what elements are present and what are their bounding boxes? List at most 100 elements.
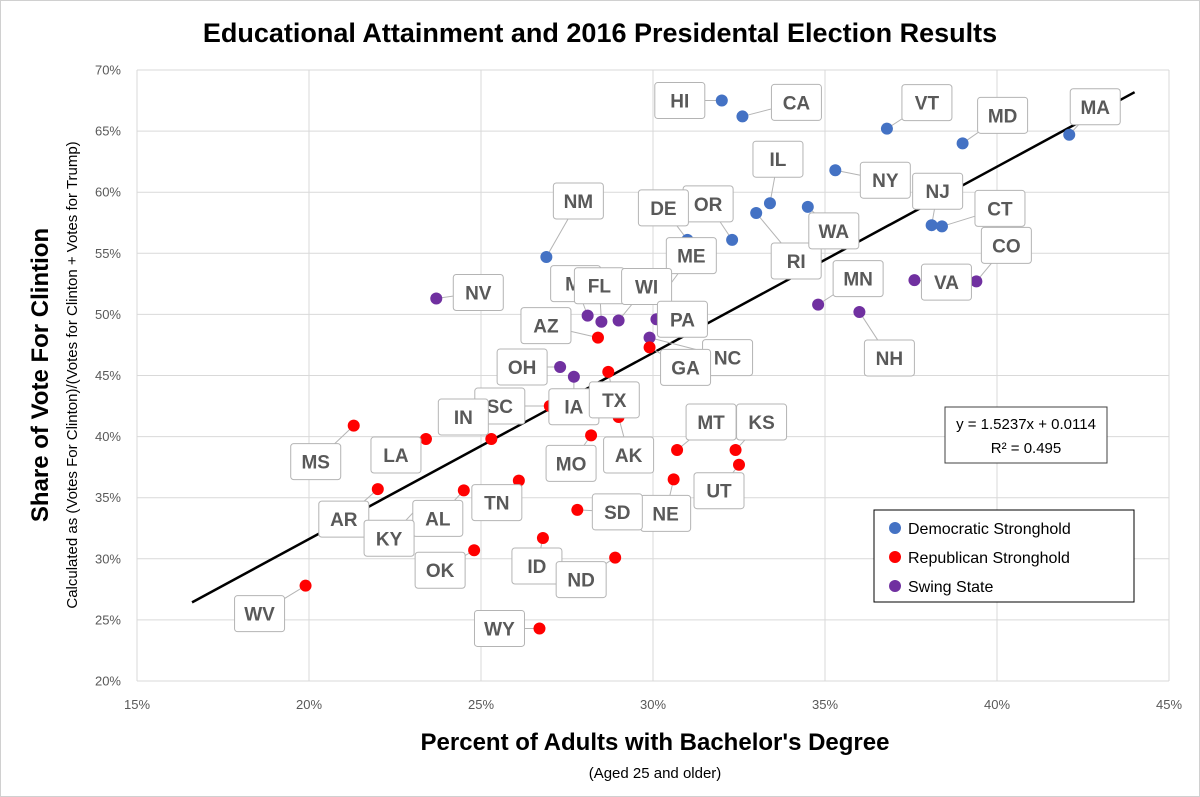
label-box-tx: [588, 381, 640, 419]
label-box-oh: [496, 348, 548, 386]
equation-box: [944, 406, 1108, 464]
label-box-md: [977, 96, 1029, 134]
label-box-ca: [770, 83, 822, 121]
data-labels: HI CA VT MD MA NY IL RI WA OR DE NJ CT NM ME CO VA MN NH NV…: [234, 82, 1121, 647]
label-box-me: [665, 237, 717, 275]
label-box-la: [370, 436, 422, 474]
label-box-co: [980, 226, 1032, 264]
point-fl: [595, 315, 608, 328]
x-tick-label: 20%: [296, 697, 322, 712]
label-ms: MS: [301, 453, 330, 474]
point-id: [536, 532, 549, 545]
point-wv: [299, 579, 312, 592]
point-hi: [715, 94, 728, 107]
point-ok: [468, 544, 481, 557]
label-ne: NE: [652, 504, 678, 525]
point-tx: [602, 365, 615, 378]
label-ks: KS: [748, 413, 774, 434]
label-box-wy: [473, 609, 525, 647]
label-box-ar: [318, 500, 370, 538]
label-fl: FL: [588, 277, 612, 298]
point-al: [457, 484, 470, 497]
label-ct: CT: [987, 199, 1013, 220]
point-sd: [571, 503, 584, 516]
label-sd: SD: [604, 503, 630, 524]
point-nh: [853, 305, 866, 318]
legend-box: [873, 509, 1135, 603]
point-wy: [533, 622, 546, 635]
point-va: [908, 274, 921, 287]
point-nj: [925, 219, 938, 232]
label-box-mo: [545, 444, 597, 482]
point-wi: [612, 314, 625, 327]
label-wa: WA: [818, 222, 849, 243]
label-box-de: [637, 189, 689, 227]
x-tick-label: 40%: [984, 697, 1010, 712]
point-mo: [585, 429, 598, 442]
point-wa: [801, 200, 814, 213]
x-tick-label: 15%: [124, 697, 150, 712]
label-box-vt: [901, 84, 953, 122]
label-ak: AK: [615, 446, 643, 467]
label-box-tn: [471, 484, 523, 522]
point-mi: [581, 309, 594, 322]
point-co: [970, 275, 983, 288]
point-ny: [829, 164, 842, 177]
point-nd: [609, 551, 622, 564]
point-ne: [667, 473, 680, 486]
label-nj: NJ: [925, 182, 949, 203]
y-tick-label: 40%: [95, 429, 121, 444]
label-box-ms: [290, 443, 342, 481]
y-tick-label: 35%: [95, 490, 121, 505]
regression-equation: y = 1.5237x + 0.0114 R² = 0.495: [944, 406, 1108, 464]
label-de: DE: [650, 199, 676, 220]
label-al: AL: [425, 509, 451, 530]
point-nv: [430, 292, 443, 305]
label-box-ct: [974, 189, 1026, 227]
label-ri: RI: [787, 252, 806, 273]
y-axis-subtitle: Calculated as (Votes For Clinton)/(Votes…: [64, 141, 81, 608]
legend-label-swing: Swing State: [908, 579, 993, 596]
point-nm: [540, 250, 553, 263]
point-ga: [643, 341, 656, 354]
label-la: LA: [383, 446, 409, 467]
label-tx: TX: [602, 391, 627, 412]
label-ia: IA: [564, 398, 583, 419]
y-tick-label: 25%: [95, 612, 121, 627]
x-tick-label: 35%: [812, 697, 838, 712]
label-ar: AR: [330, 510, 358, 531]
legend-marker-democratic: [889, 522, 901, 534]
label-box-ga: [660, 348, 712, 386]
point-nc: [643, 331, 656, 344]
x-axis-title: Percent of Adults with Bachelor's Degree: [421, 729, 890, 756]
y-tick-label: 70%: [95, 63, 121, 78]
trendline-equation: y = 1.5237x + 0.0114: [956, 416, 1096, 433]
label-ky: KY: [376, 529, 403, 550]
label-ma: MA: [1080, 98, 1110, 119]
label-nm: NM: [564, 192, 594, 213]
label-box-sd: [591, 493, 643, 531]
label-oh: OH: [508, 358, 537, 379]
label-nv: NV: [465, 284, 492, 305]
label-box-ny: [859, 161, 911, 199]
label-wv: WV: [244, 605, 275, 626]
label-id: ID: [527, 557, 546, 578]
label-box-va: [920, 263, 972, 301]
label-mt: MT: [697, 413, 725, 434]
x-axis-subtitle: (Aged 25 and older): [589, 765, 722, 782]
point-ms: [347, 419, 360, 432]
x-tick-label: 45%: [1156, 697, 1182, 712]
label-box-az: [520, 307, 572, 345]
y-tick-label: 50%: [95, 307, 121, 322]
x-tick-label: 25%: [468, 697, 494, 712]
legend-marker-republican: [889, 551, 901, 563]
y-axis-title: Share of Vote For Clintion: [27, 228, 54, 522]
point-vt: [880, 122, 893, 135]
legend: Democratic Stronghold Republican Strongh…: [873, 509, 1135, 603]
point-oh: [554, 360, 567, 373]
point-ca: [736, 110, 749, 123]
label-box-wv: [234, 595, 286, 633]
label-sc: SC: [487, 397, 514, 418]
point-ma: [1063, 128, 1076, 141]
